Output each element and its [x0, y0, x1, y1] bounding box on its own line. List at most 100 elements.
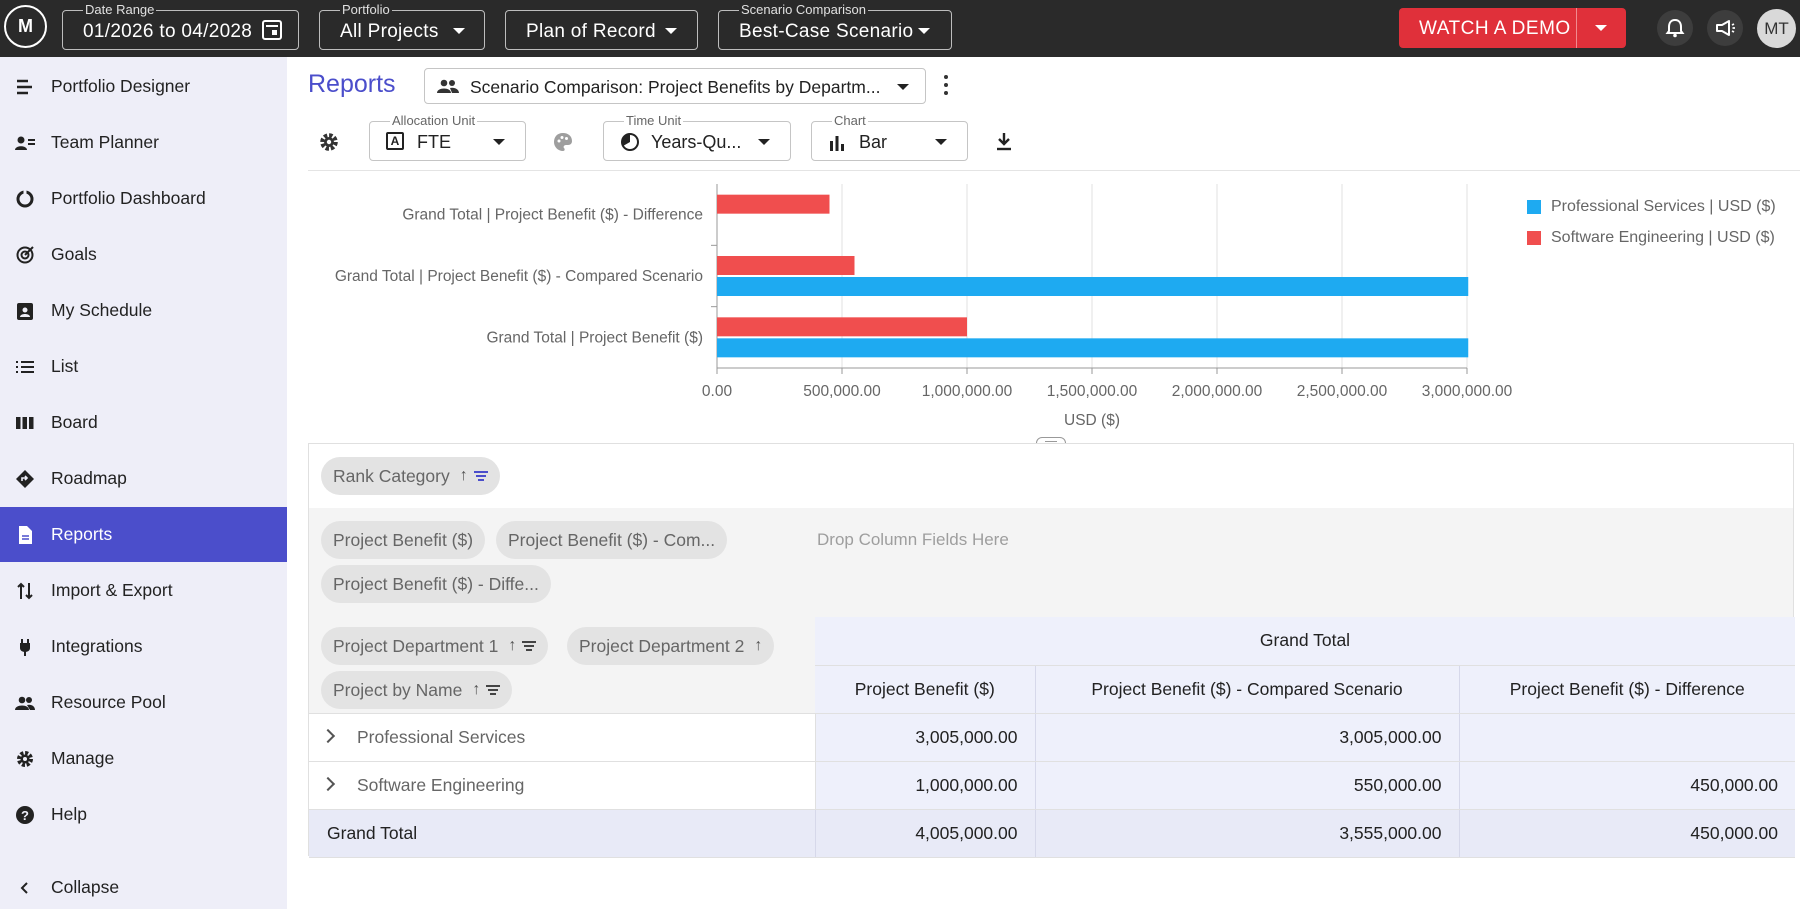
- column-header-row: Project Benefit ($) Project Benefit ($) …: [309, 665, 1795, 714]
- table-row: Professional Services 3,005,000.00 3,005…: [309, 713, 1795, 762]
- row-field-project-department-2[interactable]: Project Department 2 ↑: [567, 627, 775, 665]
- clock-icon: [620, 132, 640, 157]
- portfolio-select[interactable]: Portfolio All Projects: [319, 3, 485, 50]
- legend-item-software-engineering[interactable]: Software Engineering | USD ($): [1527, 228, 1775, 248]
- watch-demo-button[interactable]: WATCH A DEMO: [1399, 8, 1626, 48]
- chart-type-select[interactable]: Chart Bar: [811, 114, 968, 161]
- download-icon[interactable]: [994, 131, 1014, 158]
- sidebar-collapse[interactable]: Collapse: [0, 860, 287, 909]
- row-label: Professional Services: [357, 726, 526, 747]
- board-icon: [15, 413, 35, 433]
- legend-label: Professional Services | USD ($): [1551, 198, 1776, 215]
- palette-icon[interactable]: [552, 131, 574, 158]
- sidebar-item-list[interactable]: List: [0, 339, 287, 394]
- notifications-button[interactable]: [1657, 10, 1693, 46]
- gear-icon: [15, 749, 35, 769]
- sidebar-item-goals[interactable]: Goals: [0, 227, 287, 282]
- watch-demo-label: WATCH A DEMO: [1419, 18, 1571, 39]
- time-unit-select[interactable]: Time Unit Years-Qu...: [603, 114, 791, 161]
- corner-cell: [309, 665, 815, 714]
- category-label: Grand Total | Project Benefit ($) - Diff…: [402, 207, 703, 224]
- column-drop-zone[interactable]: Drop Column Fields Here: [817, 530, 1009, 549]
- table-cell: 3,555,000.00: [1035, 809, 1460, 858]
- column-header[interactable]: Project Benefit ($) - Difference: [1459, 665, 1795, 714]
- sort-up-icon[interactable]: ↑: [754, 637, 763, 654]
- sidebar-item-reports[interactable]: Reports: [0, 507, 287, 562]
- value-field-difference[interactable]: Project Benefit ($) - Diffe...: [321, 565, 551, 603]
- sidebar-item-label: Help: [51, 804, 87, 824]
- column-group-header-row: Grand Total: [309, 617, 1795, 666]
- field-label: Project Benefit ($): [333, 529, 474, 550]
- settings-gear-icon[interactable]: [318, 131, 340, 158]
- logo-mark: M: [18, 16, 33, 36]
- sidebar-item-import-export[interactable]: Import & Export: [0, 563, 287, 618]
- demo-dropdown-icon[interactable]: [1595, 25, 1607, 31]
- sidebar-item-manage[interactable]: Manage: [0, 731, 287, 786]
- filter-icon[interactable]: [473, 470, 488, 482]
- plan-select[interactable]: Plan of Record: [505, 10, 698, 50]
- table-cell: [1459, 713, 1795, 762]
- bar-professional-services: [717, 338, 1469, 358]
- legend-item-professional-services[interactable]: Professional Services | USD ($): [1527, 197, 1776, 217]
- value-field-project-benefit[interactable]: Project Benefit ($): [321, 521, 486, 559]
- sidebar-item-roadmap[interactable]: Roadmap: [0, 451, 287, 506]
- sidebar-item-portfolio-dashboard[interactable]: Portfolio Dashboard: [0, 171, 287, 226]
- scenario-label: Scenario Comparison: [739, 2, 869, 17]
- column-header[interactable]: Project Benefit ($) - Compared Scenario: [1035, 665, 1460, 714]
- filter-field-rank-category[interactable]: Rank Category ↑: [321, 457, 500, 495]
- x-tick-label: 1,000,000.00: [922, 383, 1013, 400]
- sidebar-item-label: Integrations: [51, 636, 143, 656]
- sidebar: Portfolio Designer Team Planner Portfoli…: [0, 57, 287, 909]
- row-header[interactable]: Professional Services: [309, 713, 816, 762]
- chevron-right-icon[interactable]: [320, 728, 336, 743]
- sidebar-item-label: Collapse: [51, 877, 120, 897]
- filter-icon[interactable]: [522, 640, 537, 652]
- sort-up-icon[interactable]: ↑: [459, 467, 468, 484]
- sidebar-item-team-planner[interactable]: Team Planner: [0, 115, 287, 170]
- category-label: Grand Total | Project Benefit ($): [486, 329, 703, 346]
- chevron-down-icon: [493, 139, 505, 145]
- allocation-unit-select[interactable]: Allocation Unit A FTE: [369, 114, 526, 161]
- report-select[interactable]: Scenario Comparison: Project Benefits by…: [424, 68, 926, 104]
- x-tick-label: 0.00: [702, 383, 733, 400]
- legend-swatch-red: [1527, 231, 1541, 245]
- portfolio-designer-icon: [15, 77, 35, 97]
- more-options-icon[interactable]: [943, 75, 949, 97]
- sidebar-item-resource-pool[interactable]: Resource Pool: [0, 675, 287, 730]
- corner-cell: [309, 617, 815, 665]
- sidebar-item-portfolio-designer[interactable]: Portfolio Designer: [0, 59, 287, 114]
- date-range-select[interactable]: Date Range 01/2026 to 04/2028: [62, 3, 299, 50]
- table-cell: 1,000,000.00: [815, 761, 1036, 810]
- calendar-icon[interactable]: [262, 20, 282, 40]
- sidebar-item-label: Goals: [51, 244, 97, 264]
- column-header[interactable]: Project Benefit ($): [815, 665, 1036, 714]
- announcements-button[interactable]: [1707, 10, 1743, 46]
- chevron-left-icon: [15, 878, 35, 898]
- sidebar-item-label: Manage: [51, 748, 115, 768]
- row-field-project-department-1[interactable]: Project Department 1 ↑: [321, 627, 549, 665]
- allocation-unit-value: FTE: [417, 132, 451, 152]
- import-export-icon: [15, 581, 35, 601]
- report-select-value: Scenario Comparison: Project Benefits by…: [470, 77, 881, 97]
- sort-up-icon[interactable]: ↑: [508, 637, 517, 654]
- value-field-compared-scenario[interactable]: Project Benefit ($) - Com...: [496, 521, 728, 559]
- scenario-comparison-select[interactable]: Scenario Comparison Best-Case Scenario: [718, 3, 952, 50]
- scenario-value: Best-Case Scenario: [739, 21, 914, 42]
- dashboard-icon: [15, 189, 35, 209]
- row-header[interactable]: Software Engineering: [309, 761, 816, 810]
- sidebar-item-label: My Schedule: [51, 300, 153, 320]
- avatar[interactable]: MT: [1757, 9, 1796, 48]
- sidebar-item-board[interactable]: Board: [0, 395, 287, 450]
- portfolio-value: All Projects: [340, 21, 439, 42]
- help-icon: ?: [15, 805, 35, 825]
- table-cell: 3,005,000.00: [815, 713, 1036, 762]
- app-logo[interactable]: M: [4, 5, 47, 48]
- chevron-down-icon: [897, 84, 909, 90]
- schedule-icon: [15, 301, 35, 321]
- portfolio-label: Portfolio: [340, 2, 392, 17]
- sidebar-item-my-schedule[interactable]: My Schedule: [0, 283, 287, 338]
- sidebar-item-integrations[interactable]: Integrations: [0, 619, 287, 674]
- chevron-right-icon[interactable]: [320, 776, 336, 791]
- svg-text:?: ?: [21, 808, 29, 823]
- sidebar-item-help[interactable]: ? Help: [0, 787, 287, 842]
